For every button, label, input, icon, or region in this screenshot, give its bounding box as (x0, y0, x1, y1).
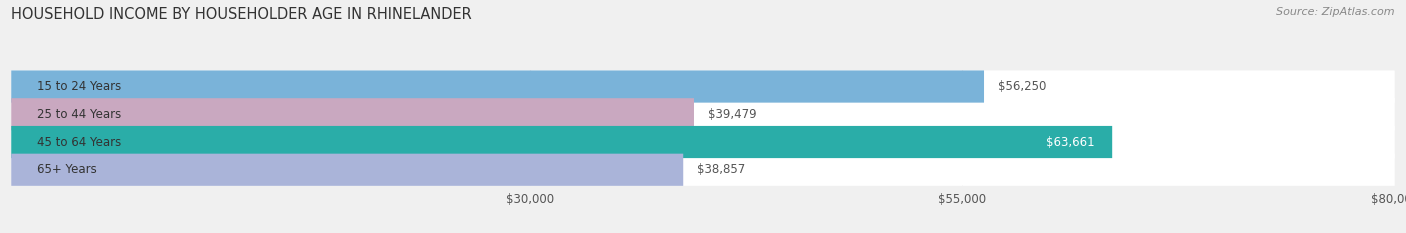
Text: HOUSEHOLD INCOME BY HOUSEHOLDER AGE IN RHINELANDER: HOUSEHOLD INCOME BY HOUSEHOLDER AGE IN R… (11, 7, 472, 22)
Text: 15 to 24 Years: 15 to 24 Years (37, 80, 121, 93)
FancyBboxPatch shape (11, 126, 1395, 158)
FancyBboxPatch shape (11, 70, 1395, 103)
FancyBboxPatch shape (11, 98, 695, 130)
Text: $56,250: $56,250 (998, 80, 1046, 93)
Text: $38,857: $38,857 (697, 163, 745, 176)
FancyBboxPatch shape (11, 154, 1395, 186)
Text: 45 to 64 Years: 45 to 64 Years (37, 136, 121, 148)
FancyBboxPatch shape (11, 98, 1395, 130)
Text: 25 to 44 Years: 25 to 44 Years (37, 108, 121, 121)
FancyBboxPatch shape (11, 70, 984, 103)
Text: $39,479: $39,479 (707, 108, 756, 121)
Text: 65+ Years: 65+ Years (37, 163, 97, 176)
Text: $63,661: $63,661 (1046, 136, 1095, 148)
Text: Source: ZipAtlas.com: Source: ZipAtlas.com (1277, 7, 1395, 17)
FancyBboxPatch shape (11, 126, 1112, 158)
FancyBboxPatch shape (11, 154, 683, 186)
